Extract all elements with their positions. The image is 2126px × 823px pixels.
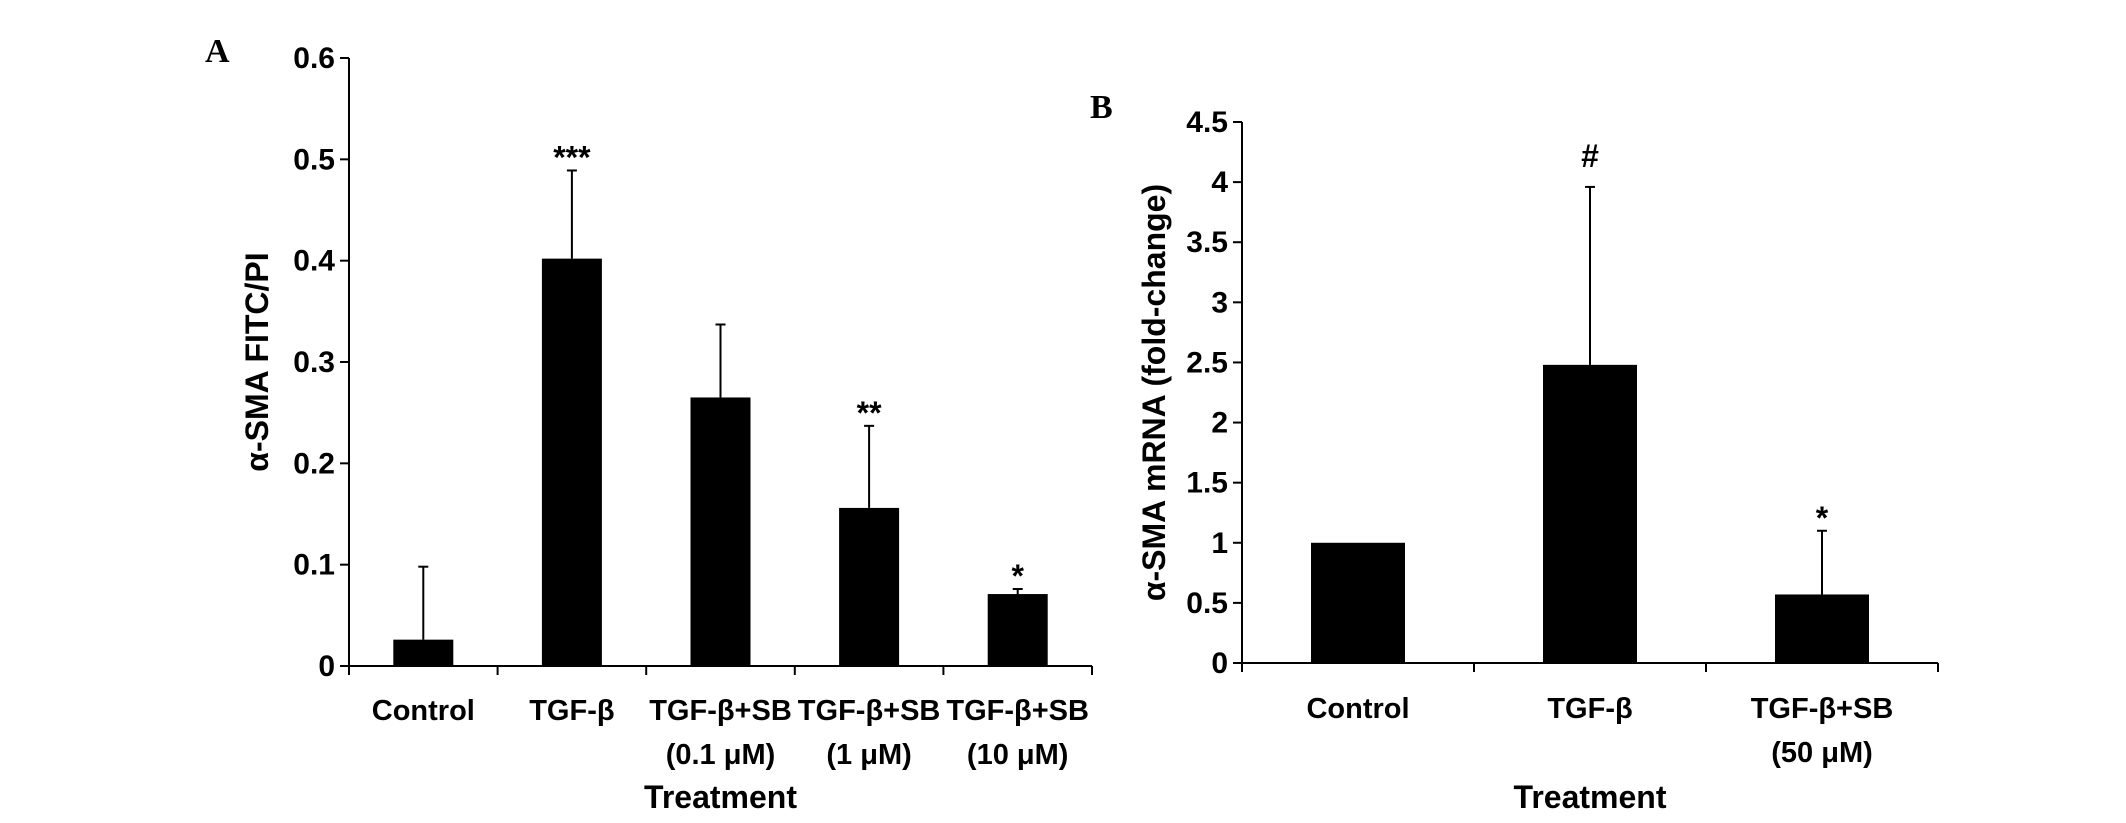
bar	[1543, 364, 1637, 663]
y-tick-label: 0.5	[1186, 587, 1228, 620]
bar	[690, 397, 751, 666]
panel-b-chart: B 0 0.5 1 1.5 2 2.5 3 3.5 4 4.5 Control # TGF-β * TGF-β…	[1090, 89, 1939, 815]
bar	[541, 258, 602, 666]
bar	[839, 507, 900, 666]
y-tick-label: 0.5	[293, 143, 335, 176]
x-tick-label: (10 μM)	[967, 739, 1069, 771]
y-tick-label: 3	[1211, 286, 1228, 319]
x-tick-label: TGF-β+SB	[649, 695, 792, 727]
y-tick-label: 0.3	[293, 346, 335, 379]
x-tick-label: (50 μM)	[1771, 737, 1873, 769]
significance-marker: **	[857, 395, 882, 431]
x-tick-label: Control	[1306, 693, 1409, 725]
y-tick-label: 1	[1211, 527, 1228, 560]
y-tick-label: 1.5	[1186, 467, 1228, 500]
x-tick-label: TGF-β+SB	[798, 695, 941, 727]
x-tick-label: (0.1 μM)	[666, 739, 776, 771]
y-tick-label: 0.4	[293, 245, 335, 278]
bar	[987, 594, 1048, 666]
y-tick-label: 0	[1211, 647, 1228, 680]
y-tick-label: 4.5	[1186, 106, 1228, 139]
x-tick-label: TGF-β	[1547, 693, 1632, 725]
significance-marker: *	[1011, 558, 1024, 594]
bar	[1775, 594, 1869, 663]
y-tick-label: 0.1	[293, 549, 335, 582]
significance-marker: ***	[553, 139, 591, 175]
y-tick-label: 4	[1211, 166, 1228, 199]
significance-marker: #	[1581, 138, 1599, 174]
bar	[1311, 542, 1405, 663]
y-tick-label: 2.5	[1186, 346, 1228, 379]
x-tick-label: TGF-β	[529, 695, 614, 727]
x-tick-label: TGF-β+SB	[946, 695, 1089, 727]
x-tick-label: (1 μM)	[826, 739, 911, 771]
y-tick-label: 0	[318, 650, 335, 683]
panel-label: A	[205, 33, 230, 70]
bar	[393, 639, 454, 666]
y-axis-title: α-SMA FITC/PI	[239, 252, 275, 471]
y-tick-label: 3.5	[1186, 226, 1228, 259]
significance-marker: *	[1816, 500, 1829, 536]
x-axis-title: Treatment	[644, 779, 797, 815]
y-tick-label: 0.2	[293, 447, 335, 480]
y-axis-title: α-SMA mRNA (fold-change)	[1136, 184, 1172, 601]
panel-label: B	[1090, 89, 1113, 126]
y-tick-label: 0.6	[293, 42, 335, 75]
x-tick-label: Control	[372, 695, 475, 727]
x-axis-title: Treatment	[1514, 779, 1667, 815]
x-tick-label: TGF-β+SB	[1751, 693, 1894, 725]
y-tick-label: 2	[1211, 407, 1228, 440]
